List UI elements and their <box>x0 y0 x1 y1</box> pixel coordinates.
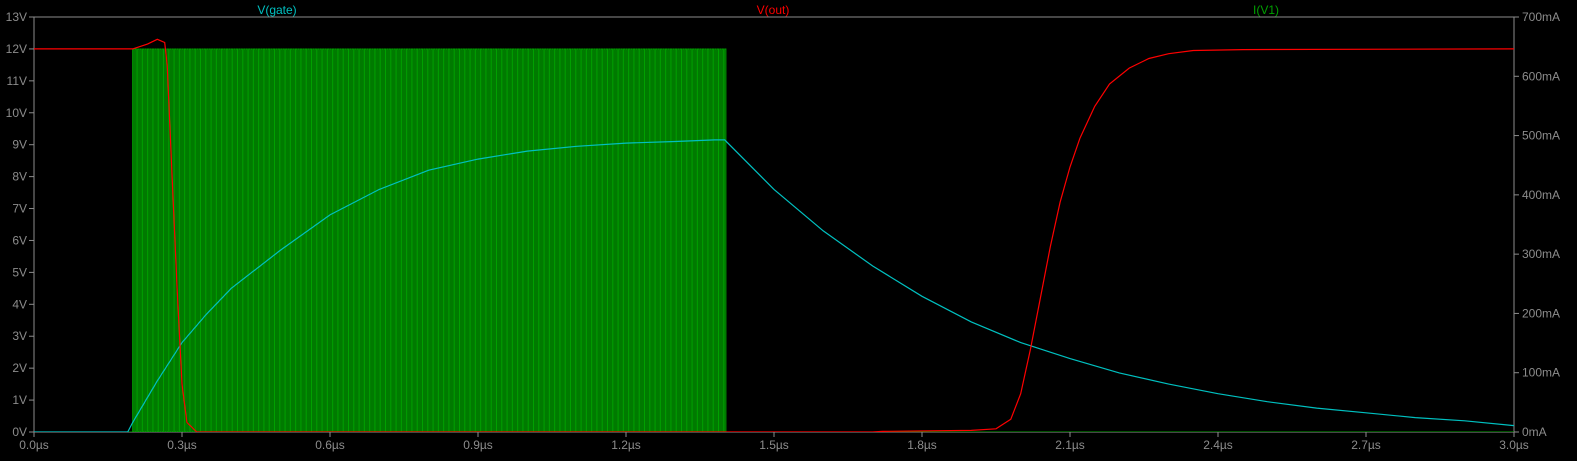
legend-v-out[interactable]: V(out) <box>757 3 790 17</box>
left-axis-ticks: 0V 1V 2V 3V 4V 5V 6V 7V 8V 9V 10V 11V 12V 13V <box>6 10 34 439</box>
right-tick-label: 100mA <box>1522 366 1560 380</box>
right-tick-label: 600mA <box>1522 69 1560 83</box>
left-tick-label: 12V <box>6 42 27 56</box>
left-tick-label: 7V <box>12 202 27 216</box>
x-tick-label: 1.8µs <box>907 438 937 452</box>
legend-v-gate[interactable]: V(gate) <box>257 3 296 17</box>
x-tick-label: 0.0µs <box>19 438 49 452</box>
left-tick-label: 3V <box>12 329 27 343</box>
left-tick-label: 10V <box>6 106 27 120</box>
trace-i-v1 <box>34 48 1514 432</box>
x-tick-label: 1.5µs <box>759 438 789 452</box>
left-tick-label: 6V <box>12 233 27 247</box>
left-tick-label: 1V <box>12 393 27 407</box>
right-tick-label: 300mA <box>1522 247 1560 261</box>
right-tick-label: 200mA <box>1522 306 1560 320</box>
x-axis-ticks: 0.0µs 0.3µs 0.6µs 0.9µs 1.2µs 1.5µs 1.8µs 2.1µs… <box>19 432 1529 452</box>
right-tick-label: 500mA <box>1522 129 1560 143</box>
left-tick-label: 4V <box>12 297 27 311</box>
left-tick-label: 13V <box>6 10 27 24</box>
legend-i-v1[interactable]: I(V1) <box>1253 3 1279 17</box>
left-tick-label: 0V <box>12 425 27 439</box>
x-tick-label: 3.0µs <box>1499 438 1529 452</box>
right-tick-label: 700mA <box>1522 10 1560 24</box>
x-tick-label: 0.9µs <box>463 438 493 452</box>
x-tick-label: 0.3µs <box>167 438 197 452</box>
x-tick-label: 0.6µs <box>315 438 345 452</box>
trace-v-out <box>34 38 1514 432</box>
right-tick-label: 0mA <box>1522 425 1547 439</box>
right-axis-ticks: 0mA 100mA 200mA 300mA 400mA 500mA 600mA 700mA <box>1514 10 1560 439</box>
left-tick-label: 2V <box>12 361 27 375</box>
left-tick-label: 11V <box>7 74 27 88</box>
traces <box>34 38 1514 432</box>
x-tick-label: 1.2µs <box>611 438 641 452</box>
left-tick-label: 9V <box>12 138 27 152</box>
trace-group <box>34 38 1514 432</box>
x-tick-label: 2.7µs <box>1351 438 1381 452</box>
left-tick-label: 5V <box>12 265 27 279</box>
left-tick-label: 8V <box>12 170 27 184</box>
legend: V(gate) V(out) I(V1) <box>257 3 1279 17</box>
x-tick-label: 2.1µs <box>1055 438 1085 452</box>
right-tick-label: 400mA <box>1522 188 1560 202</box>
trace-v-gate <box>34 139 1514 432</box>
x-tick-label: 2.4µs <box>1203 438 1233 452</box>
